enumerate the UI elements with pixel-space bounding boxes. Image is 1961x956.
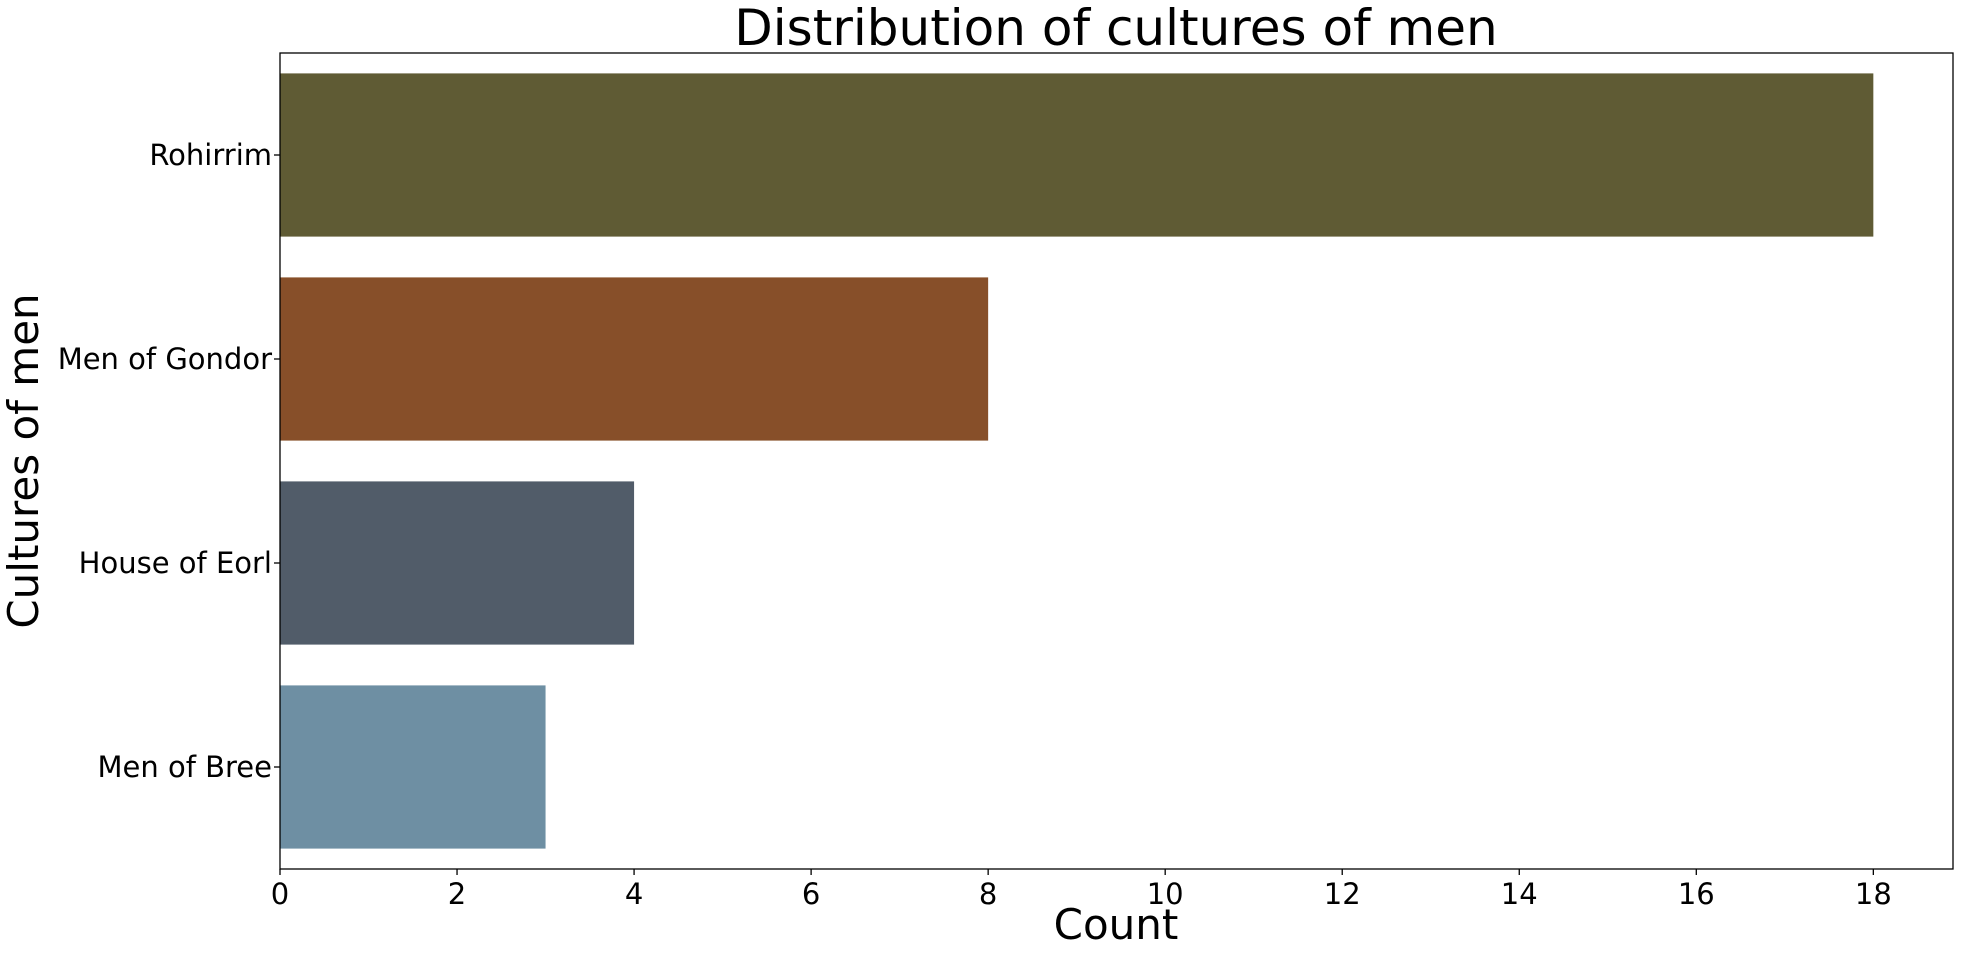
x-tick-label: 14 — [1501, 877, 1538, 911]
y-tick-label: Men of Gondor — [58, 342, 272, 376]
y-tick-label: House of Eorl — [79, 546, 272, 580]
x-tick-label: 0 — [271, 877, 289, 911]
y-axis: Rohirrim Men of Gondor House of Eorl Men of… — [58, 138, 280, 784]
x-tick-label: 2 — [448, 877, 466, 911]
bar-house-of-eorl — [280, 481, 635, 645]
x-axis: 0 2 4 6 8 10 12 14 16 18 — [271, 869, 1892, 911]
y-tick-label: Men of Bree — [98, 750, 273, 784]
x-tick-label: 8 — [979, 877, 997, 911]
x-tick-label: 18 — [1855, 877, 1892, 911]
bar-men-of-gondor — [280, 277, 989, 441]
y-axis-label: Cultures of men — [0, 293, 48, 628]
bar-rohirrim — [280, 73, 1874, 237]
plot-frame — [279, 52, 1954, 870]
bar-men-of-bree — [280, 685, 546, 849]
x-tick-label: 16 — [1678, 877, 1715, 911]
x-axis-label: Count — [1054, 900, 1179, 949]
bars-layer — [280, 73, 1874, 849]
x-tick-label: 6 — [802, 877, 820, 911]
chart-title: Distribution of cultures of men — [734, 0, 1497, 57]
x-tick-label: 4 — [625, 877, 643, 911]
x-tick-label: 12 — [1324, 877, 1361, 911]
y-tick-label: Rohirrim — [149, 138, 272, 172]
x-tick-label: 10 — [1147, 877, 1184, 911]
